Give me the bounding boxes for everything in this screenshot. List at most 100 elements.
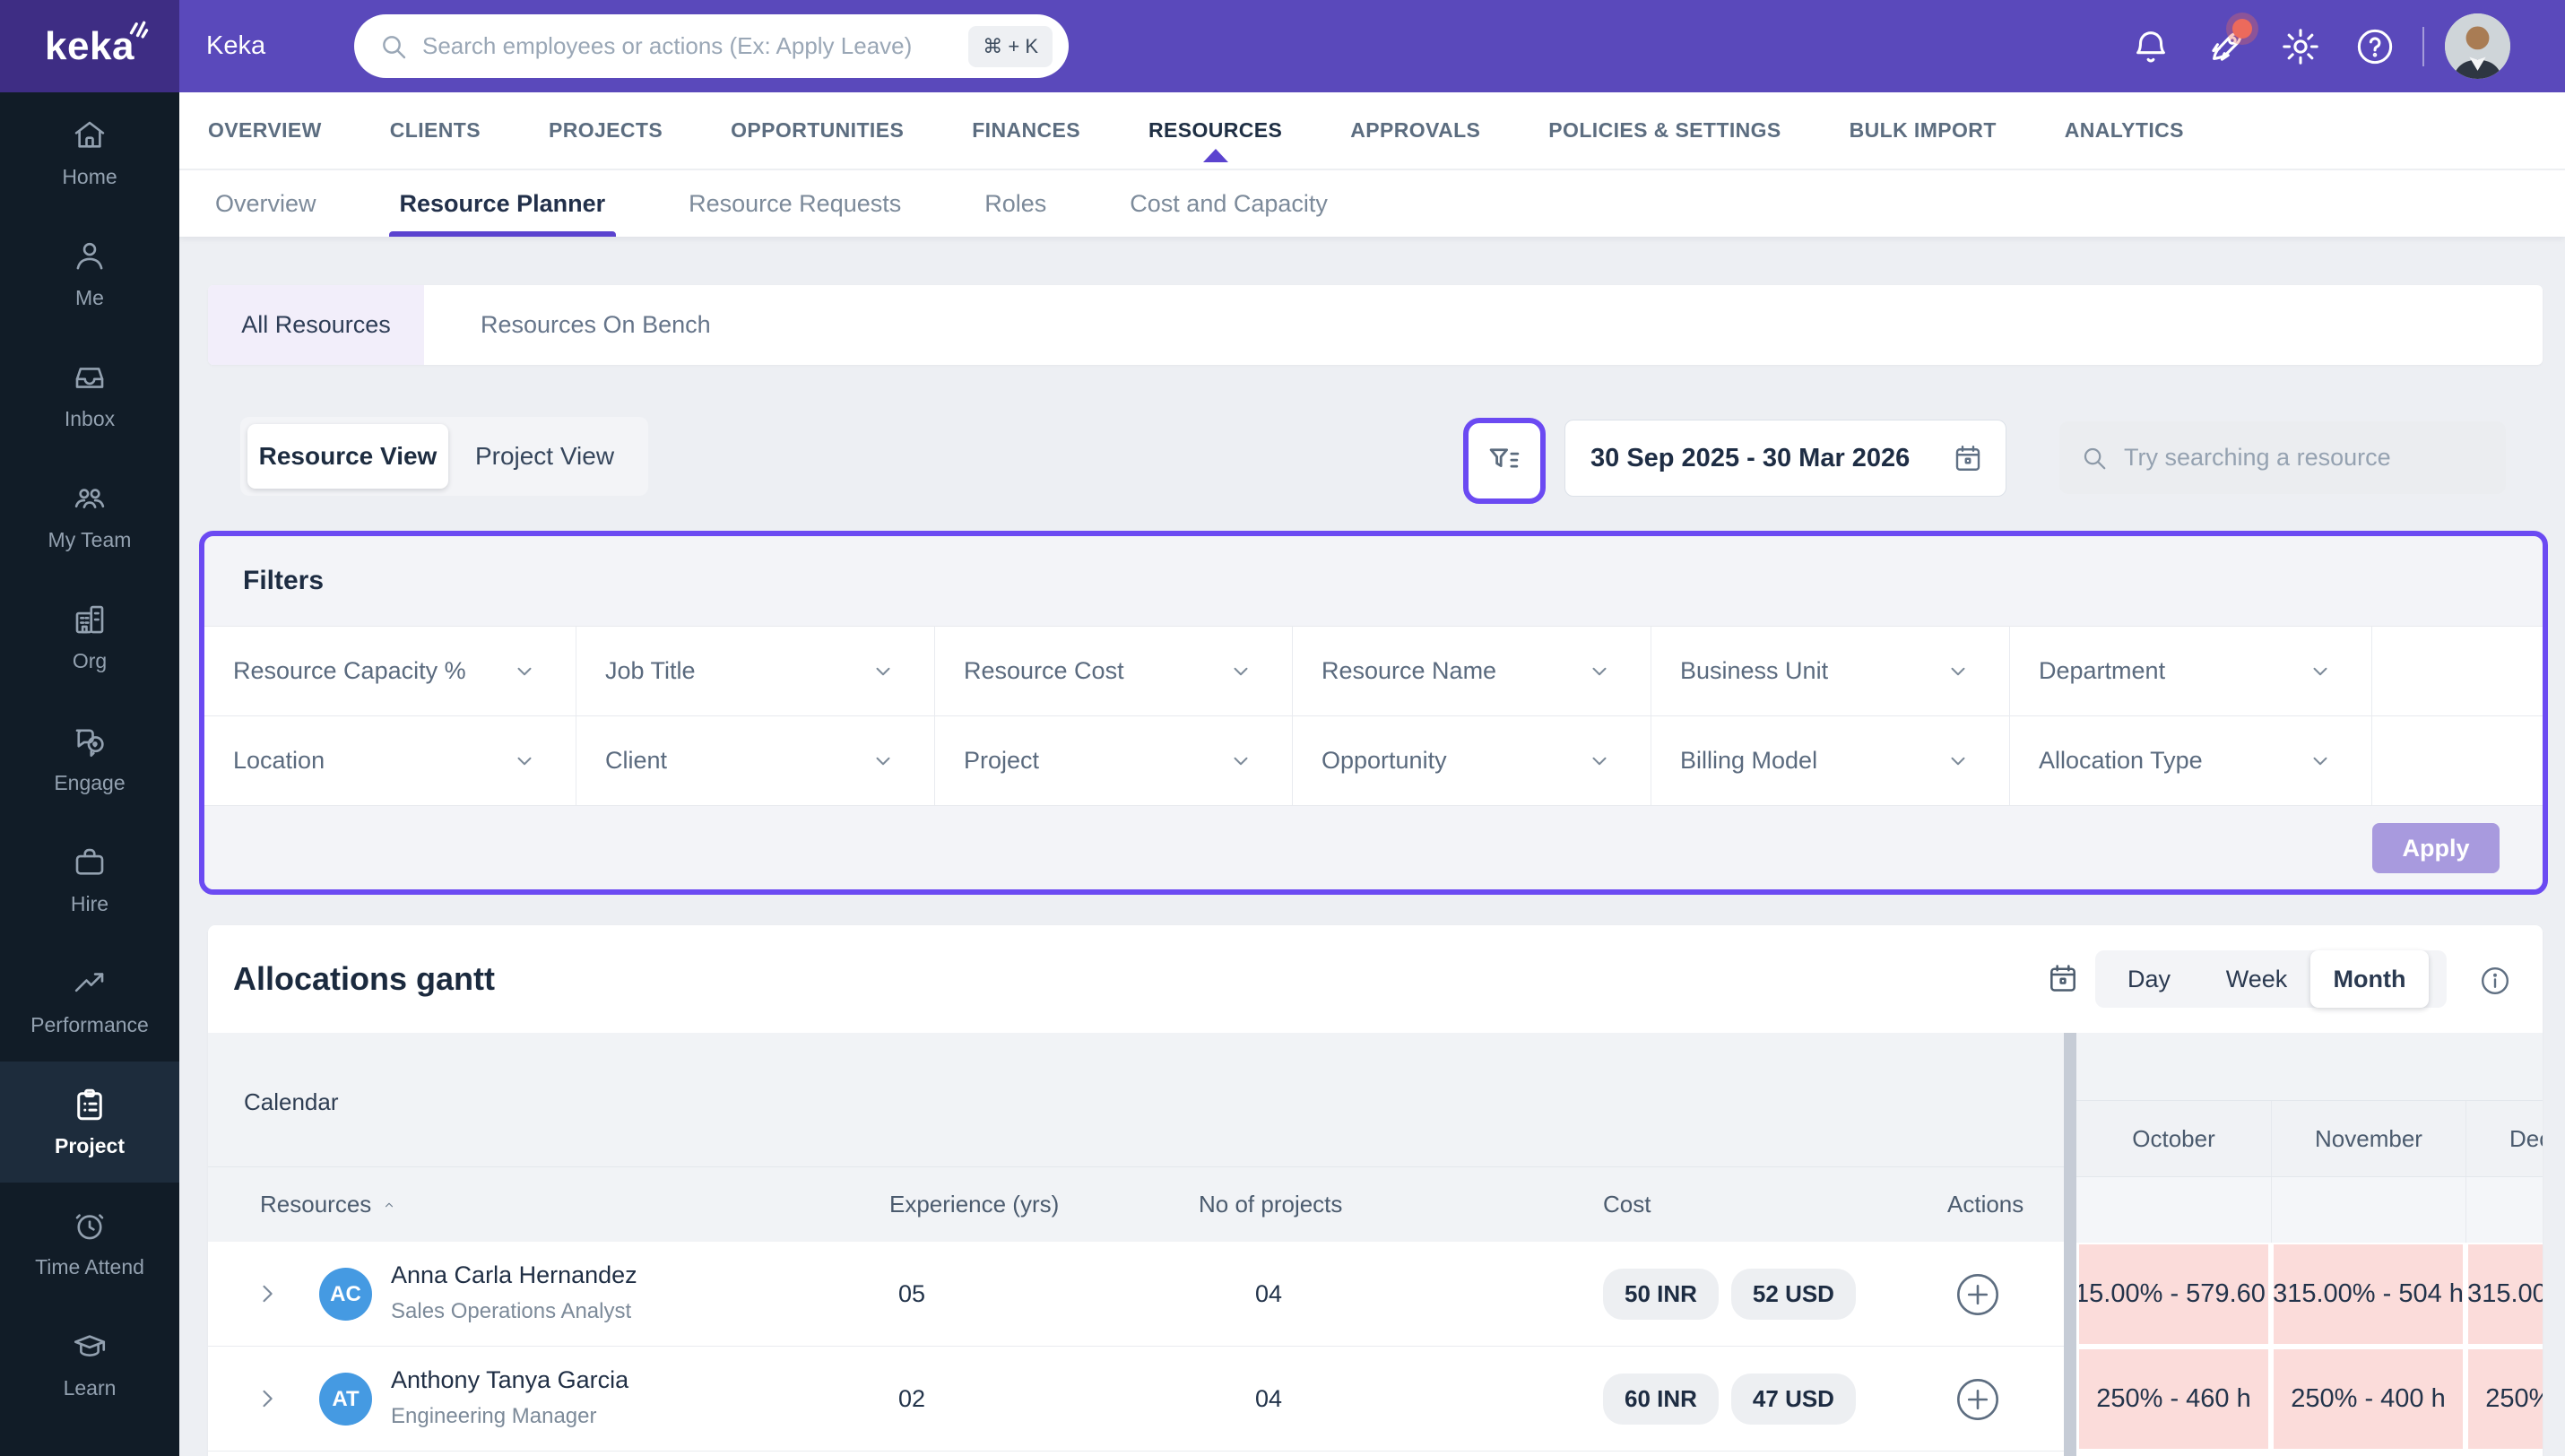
expand-row-icon[interactable]	[255, 1281, 280, 1306]
inbox-icon	[75, 368, 104, 388]
filters-panel: Filters Resource Capacity % Job Title Re…	[199, 531, 2548, 895]
sidebar-item-time-attend[interactable]: Time Attend	[0, 1183, 179, 1304]
zoom-day[interactable]: Day	[2127, 965, 2171, 992]
whats-new-rocket-icon[interactable]	[2205, 19, 2252, 67]
sidebar-item-home[interactable]: Home	[0, 92, 179, 213]
primary-nav: OVERVIEW CLIENTS PROJECTS OPPORTUNITIES …	[179, 92, 2565, 169]
gantt-timeline: October November December 315.00% - 579.…	[2076, 1033, 2543, 1456]
nav-bulk-import[interactable]: BULK IMPORT	[1849, 118, 1997, 142]
subnav-resource-requests[interactable]: Resource Requests	[689, 189, 902, 217]
filter-empty-cell	[2372, 626, 2543, 715]
resource-search[interactable]	[2059, 421, 2506, 494]
settings-gear-icon[interactable]	[2280, 26, 2321, 67]
cost-inr-badge: 50 INR	[1603, 1269, 1719, 1320]
sidebar-item-engage[interactable]: Engage	[0, 698, 179, 819]
filter-department[interactable]: Department	[2010, 626, 2372, 715]
filter-location[interactable]: Location	[204, 715, 576, 805]
engage-icon	[75, 729, 104, 758]
allocation-cell[interactable]: 250% - 460 h	[2076, 1347, 2271, 1452]
subnav-roles[interactable]: Roles	[984, 189, 1047, 217]
sidebar-item-me[interactable]: Me	[0, 213, 179, 334]
sidebar-item-project[interactable]: Project	[0, 1062, 179, 1183]
filter-billing-model[interactable]: Billing Model	[1651, 715, 2010, 805]
nav-approvals[interactable]: APPROVALS	[1350, 118, 1481, 142]
calendar-label: Calendar	[244, 1088, 339, 1115]
filter-button[interactable]	[1469, 423, 1540, 498]
apply-button[interactable]: Apply	[2372, 823, 2500, 873]
subnav-overview[interactable]: Overview	[215, 189, 316, 217]
nav-policies-settings[interactable]: POLICIES & SETTINGS	[1548, 118, 1781, 142]
sidebar-item-learn[interactable]: Learn	[0, 1304, 179, 1425]
subnav-cost-and-capacity[interactable]: Cost and Capacity	[1130, 189, 1328, 217]
keka-logo[interactable]: keka	[0, 0, 179, 92]
filter-allocation-type[interactable]: Allocation Type	[2010, 715, 2372, 805]
filter-opportunity[interactable]: Opportunity	[1293, 715, 1651, 805]
column-header-resources[interactable]: Resources	[260, 1167, 398, 1242]
month-header-october: October	[2076, 1101, 2271, 1177]
sidebar-item-inbox[interactable]: Inbox	[0, 334, 179, 455]
chevron-down-icon	[1592, 757, 1607, 765]
expand-row-icon[interactable]	[255, 1386, 280, 1411]
allocation-cells-row-1: 315.00% - 579.60 h 315.00% - 504 h 315.0…	[2076, 1242, 2543, 1347]
info-icon[interactable]	[2479, 965, 2511, 997]
gantt-vertical-scrollbar[interactable]	[2064, 1033, 2076, 1456]
allocation-cell[interactable]: 315.00% - 504 h	[2271, 1242, 2465, 1347]
logo-spark-icon	[129, 21, 149, 39]
add-allocation-button[interactable]	[1954, 1271, 2001, 1318]
keyboard-shortcut-hint: ⌘ + K	[968, 25, 1053, 67]
sidebar-item-my-team[interactable]: My Team	[0, 455, 179, 576]
allocation-cell[interactable]: 315.00% - 504 h	[2465, 1242, 2543, 1347]
global-search[interactable]: ⌘ + K	[354, 14, 1069, 78]
date-range-picker[interactable]: 30 Sep 2025 - 30 Mar 2026	[1564, 420, 2006, 497]
user-avatar[interactable]	[2445, 13, 2510, 79]
gantt-zoom-toggle: Day Week Month	[2095, 950, 2447, 1008]
filter-empty-cell	[2372, 715, 2543, 805]
subnav-resource-planner[interactable]: Resource Planner	[388, 170, 616, 237]
add-allocation-button[interactable]	[1954, 1376, 2001, 1423]
filter-job-title[interactable]: Job Title	[576, 626, 935, 715]
resource-search-input[interactable]	[2124, 444, 2484, 472]
tab-resources-on-bench[interactable]: Resources On Bench	[481, 311, 711, 338]
column-header-projects: No of projects	[1199, 1191, 1343, 1218]
header-divider	[208, 1166, 2064, 1167]
resource-view-button[interactable]: Resource View	[247, 424, 448, 489]
chevron-down-icon	[517, 667, 532, 675]
nav-overview[interactable]: OVERVIEW	[208, 118, 322, 142]
avatar[interactable]: AC	[319, 1268, 372, 1321]
filters-row-1: Resource Capacity % Job Title Resource C…	[204, 626, 2543, 715]
filter-resource-capacity[interactable]: Resource Capacity %	[204, 626, 576, 715]
timeline-subheader-row	[2076, 1176, 2543, 1243]
month-header-november: November	[2271, 1101, 2465, 1177]
sidebar-item-org[interactable]: Org	[0, 576, 179, 698]
resource-name[interactable]: Anthony Tanya Garcia	[391, 1366, 629, 1393]
filter-project[interactable]: Project	[935, 715, 1293, 805]
gantt-calendar-icon[interactable]	[2046, 961, 2080, 999]
filter-client[interactable]: Client	[576, 715, 935, 805]
nav-resources[interactable]: RESOURCES	[1148, 118, 1283, 142]
tab-all-resources[interactable]: All Resources	[208, 285, 424, 365]
nav-analytics[interactable]: ANALYTICS	[2064, 118, 2184, 142]
nav-clients[interactable]: CLIENTS	[389, 118, 481, 142]
global-search-input[interactable]	[422, 32, 955, 60]
notifications-bell-icon[interactable]	[2130, 26, 2171, 67]
allocation-cell[interactable]: 250% - 400 h	[2271, 1347, 2465, 1452]
nav-opportunities[interactable]: OPPORTUNITIES	[731, 118, 905, 142]
nav-finances[interactable]: FINANCES	[972, 118, 1080, 142]
zoom-week[interactable]: Week	[2225, 965, 2288, 992]
avatar[interactable]: AT	[319, 1373, 372, 1426]
resource-name[interactable]: Anna Carla Hernandez	[391, 1261, 637, 1288]
filter-resource-name[interactable]: Resource Name	[1293, 626, 1651, 715]
zoom-month[interactable]: Month	[2310, 950, 2429, 1008]
sidebar-item-hire[interactable]: Hire	[0, 819, 179, 940]
experience-value: 05	[898, 1280, 926, 1307]
allocation-cell[interactable]: 250% - 400 h	[2465, 1347, 2543, 1452]
filter-resource-cost[interactable]: Resource Cost	[935, 626, 1293, 715]
allocation-cell[interactable]: 315.00% - 579.60 h	[2076, 1242, 2271, 1347]
sidebar-item-performance[interactable]: Performance	[0, 940, 179, 1062]
project-view-button[interactable]: Project View	[474, 442, 615, 470]
home-icon	[74, 121, 105, 148]
chevron-down-icon	[876, 667, 890, 675]
filter-business-unit[interactable]: Business Unit	[1651, 626, 2010, 715]
nav-projects[interactable]: PROJECTS	[548, 118, 663, 142]
help-icon[interactable]	[2354, 26, 2396, 67]
